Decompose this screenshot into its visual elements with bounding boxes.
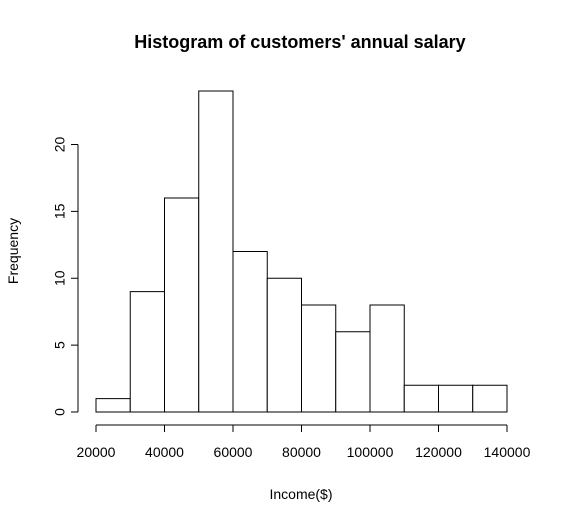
y-tick-label: 0 xyxy=(52,408,68,416)
y-tick-label: 10 xyxy=(52,270,68,286)
histogram-bar xyxy=(335,331,371,413)
x-tick-label: 140000 xyxy=(484,444,531,460)
y-axis: 0 5 10 15 20 xyxy=(52,137,79,416)
bars-layer xyxy=(95,90,508,413)
histogram-bar xyxy=(369,304,405,413)
x-tick-label: 20000 xyxy=(77,444,116,460)
chart-title: Histogram of customers' annual salary xyxy=(134,32,465,52)
x-tick-label: 120000 xyxy=(415,444,462,460)
x-axis-label: Income($) xyxy=(269,486,332,502)
y-axis-label: Frequency xyxy=(5,218,21,284)
x-tick-label: 100000 xyxy=(347,444,394,460)
histogram-bar xyxy=(198,90,234,413)
histogram-bar xyxy=(403,384,439,413)
y-tick-label: 15 xyxy=(52,203,68,219)
histogram-bar xyxy=(266,277,302,413)
x-axis: 20000 40000 60000 80000 100000 120000 140000 xyxy=(77,424,531,460)
x-tick-label: 80000 xyxy=(282,444,321,460)
histogram-bar xyxy=(129,291,165,413)
histogram-bar xyxy=(95,398,131,413)
x-tick-label: 40000 xyxy=(145,444,184,460)
histogram-bar xyxy=(164,197,200,413)
histogram-bar xyxy=(232,251,268,413)
y-tick-label: 5 xyxy=(52,341,68,349)
x-tick-label: 60000 xyxy=(214,444,253,460)
y-tick-label: 20 xyxy=(52,137,68,153)
histogram-bar xyxy=(472,384,508,413)
histogram-bar xyxy=(438,384,474,413)
histogram-bar xyxy=(301,304,337,413)
